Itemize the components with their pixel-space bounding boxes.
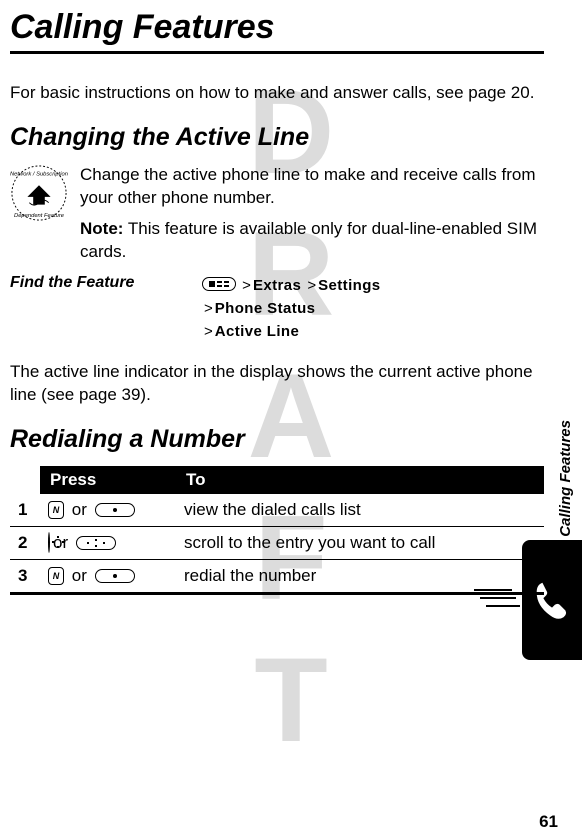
send-key-icon: N [48, 501, 64, 519]
section1-heading: Changing the Active Line [10, 123, 544, 152]
row-num: 2 [10, 527, 40, 560]
path-gt-4: > [202, 323, 215, 340]
row-press: N or [40, 560, 176, 594]
table-row: 1 N or view the dialed calls list [10, 494, 544, 527]
note-text: This feature is available only for dual-… [80, 219, 537, 261]
path-gt-3: > [202, 300, 215, 317]
network-subscription-icon: Network / Subscription Dependent Feature [10, 164, 68, 264]
path-active-line: Active Line [215, 323, 299, 340]
menu-key-icon [202, 277, 236, 291]
network-feature-block: Network / Subscription Dependent Feature… [10, 164, 544, 264]
row-press: or [40, 527, 176, 560]
section1-para2: The active line indicator in the display… [10, 361, 544, 407]
path-gt-2: > [305, 277, 318, 294]
row-to: view the dialed calls list [176, 494, 544, 527]
row-num: 1 [10, 494, 40, 527]
path-extras: Extras [253, 277, 301, 294]
oval-dot-key-icon [95, 569, 135, 583]
or-word: or [69, 500, 90, 519]
table-head-to: To [176, 466, 544, 494]
row-to: redial the number [176, 560, 544, 594]
title-rule [10, 51, 544, 54]
oval-dot-key-icon [95, 503, 135, 517]
page-number: 61 [539, 812, 558, 832]
path-settings: Settings [318, 277, 380, 294]
table-head-press: Press [40, 466, 176, 494]
section2-heading: Redialing a Number [10, 425, 544, 454]
oval-4way-key-icon [76, 536, 116, 550]
svg-text:Dependent Feature: Dependent Feature [14, 213, 65, 219]
intro-text: For basic instructions on how to make an… [10, 82, 544, 105]
table-row: 3 N or redial the number [10, 560, 544, 594]
table-head-blank [10, 466, 40, 494]
or-word: or [69, 566, 90, 585]
find-feature-path: >Extras >Settings >Phone Status >Active … [202, 274, 381, 344]
row-num: 3 [10, 560, 40, 594]
path-phone-status: Phone Status [215, 300, 316, 317]
page-content: Calling Features For basic instructions … [0, 0, 582, 595]
section1-note: Note: This feature is available only for… [80, 218, 544, 264]
redial-table: Press To 1 N or view the dialed calls li… [10, 466, 544, 595]
svg-text:Network / Subscription: Network / Subscription [10, 172, 68, 178]
section1-para1: Change the active phone line to make and… [80, 164, 544, 210]
row-press: N or [40, 494, 176, 527]
table-row: 2 or scroll to the entry you want to cal… [10, 527, 544, 560]
page-title: Calling Features [10, 8, 544, 47]
path-gt-1: > [240, 277, 253, 294]
row-to: scroll to the entry you want to call [176, 527, 544, 560]
find-feature-label: Find the Feature [10, 274, 192, 292]
send-key-icon: N [48, 567, 64, 585]
note-label: Note: [80, 219, 123, 238]
find-feature-row: Find the Feature >Extras >Settings >Phon… [10, 274, 544, 344]
